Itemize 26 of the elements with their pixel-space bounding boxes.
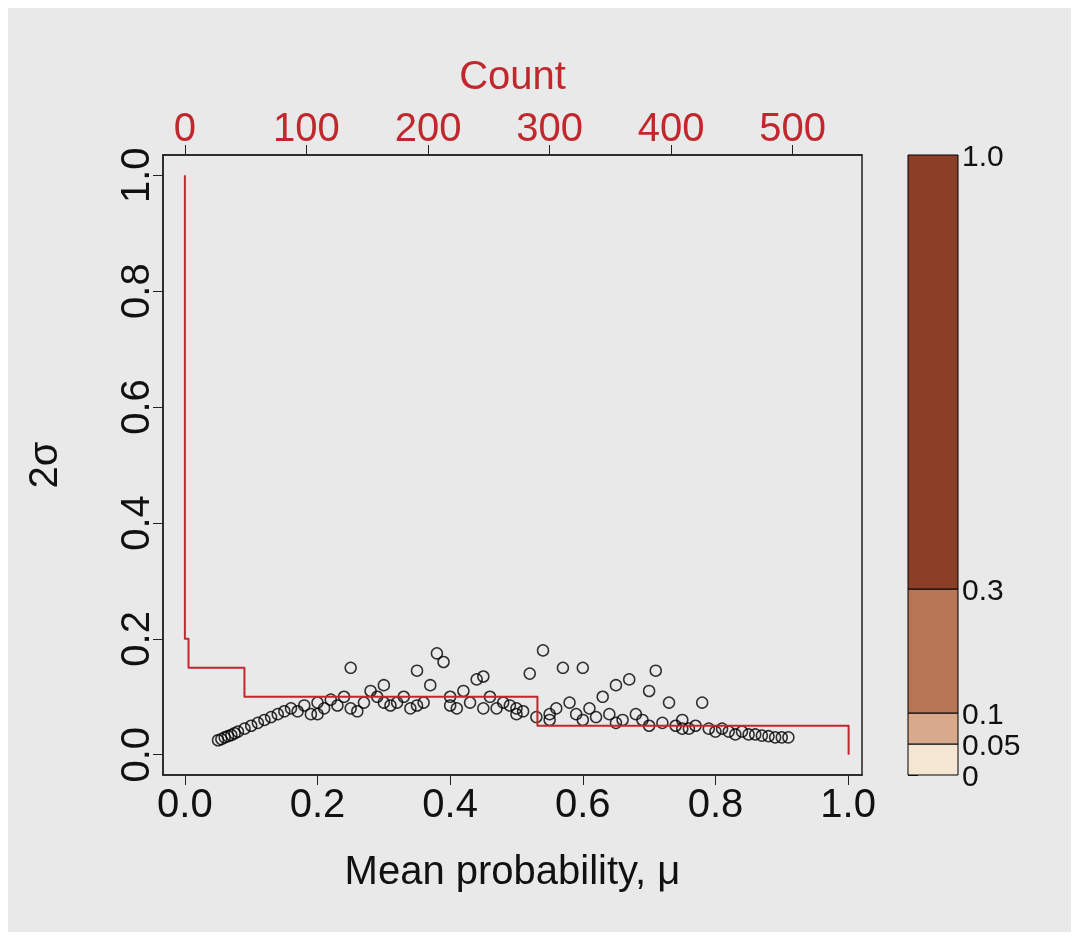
y-tick-label: 0.2 <box>113 611 157 667</box>
x-axis-title: Mean probability, μ <box>344 848 681 892</box>
x2-tick-label: 300 <box>516 105 583 149</box>
color-bar-label: 1.0 <box>962 138 1004 172</box>
x2-tick-label: 200 <box>394 105 462 149</box>
x-tick-label: 1.0 <box>820 781 876 825</box>
color-bar-label: 0.1 <box>962 696 1004 730</box>
y-axis-title: 2σ <box>21 441 65 489</box>
y-tick-label: 1.0 <box>113 147 157 204</box>
x-tick-label: 0.4 <box>422 781 478 825</box>
x2-tick-label: 400 <box>637 105 705 149</box>
y-tick-label: 0.6 <box>113 379 157 435</box>
x2-tick-label: 0 <box>173 105 197 149</box>
y-tick-label: 0.0 <box>113 726 157 783</box>
y-tick-label: 0.8 <box>113 263 157 319</box>
y-tick-label: 0.4 <box>113 495 157 551</box>
x2-axis-title: Count <box>459 53 566 97</box>
x2-tick-label: 500 <box>759 105 827 149</box>
x-tick-label: 0.6 <box>554 781 611 825</box>
x-tick-label: 0.0 <box>157 781 213 825</box>
x-tick-label: 0.2 <box>289 781 346 825</box>
color-bar-label: 0.3 <box>962 572 1004 606</box>
x-tick-label: 0.8 <box>687 781 744 825</box>
color-bar-label: 0 <box>962 758 979 792</box>
x2-tick-label: 100 <box>273 105 340 149</box>
color-bar-label: 0.05 <box>962 727 1021 761</box>
